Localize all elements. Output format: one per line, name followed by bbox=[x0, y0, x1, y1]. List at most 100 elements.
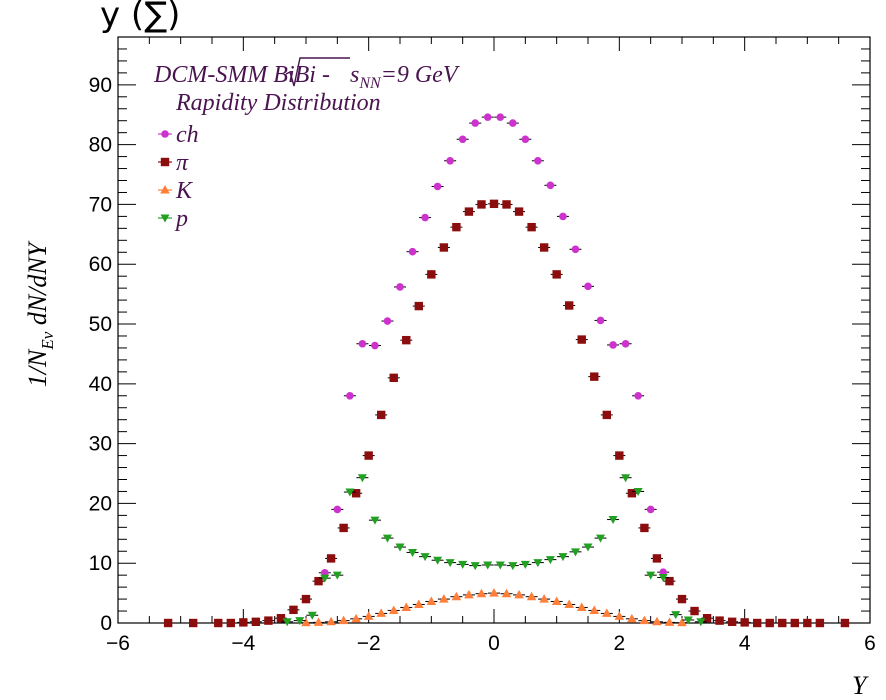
data-point-p bbox=[596, 534, 606, 543]
data-point-ch bbox=[458, 135, 467, 144]
title-sqrt-sub: NN bbox=[358, 75, 382, 92]
data-point-p bbox=[646, 571, 656, 580]
data-point-ch bbox=[383, 317, 392, 325]
title-post: =9 GeV bbox=[381, 62, 460, 88]
legend-marker-p bbox=[160, 214, 170, 223]
legend-label-ch: ch bbox=[176, 122, 199, 148]
sqrt-sign bbox=[285, 57, 350, 87]
data-point-K bbox=[564, 599, 574, 608]
data-point-π bbox=[790, 618, 799, 628]
x-axis-title: Y bbox=[852, 671, 869, 700]
x-tick-label: 6 bbox=[864, 632, 876, 655]
x-tick-label: −2 bbox=[357, 632, 381, 655]
data-point-K bbox=[388, 605, 399, 614]
data-point-ch bbox=[646, 505, 655, 514]
data-point-p bbox=[320, 574, 330, 583]
y-tick-label: 20 bbox=[89, 492, 112, 515]
data-point-π bbox=[452, 222, 461, 232]
data-point-K bbox=[576, 602, 587, 611]
data-point-π bbox=[226, 618, 235, 628]
y-tick-label: 90 bbox=[89, 74, 112, 97]
data-point-K bbox=[313, 617, 324, 626]
x-tick-label: 4 bbox=[739, 632, 751, 655]
y-axis: 0 10 20 30 40 50 60 70 80 90 bbox=[89, 36, 870, 635]
data-point-K bbox=[351, 613, 361, 623]
data-point-p bbox=[357, 474, 367, 483]
data-point-p bbox=[345, 488, 355, 497]
y-tick-label: 60 bbox=[89, 253, 112, 276]
data-point-π bbox=[414, 301, 423, 311]
x-tick-label: 2 bbox=[613, 632, 625, 655]
data-point-ch bbox=[433, 182, 442, 191]
data-point-ch bbox=[621, 339, 630, 348]
data-point-K bbox=[677, 617, 687, 627]
data-point-π bbox=[577, 335, 586, 344]
data-point-π bbox=[615, 451, 624, 460]
data-point-ch bbox=[408, 247, 417, 256]
data-point-p bbox=[470, 562, 480, 571]
data-point-K bbox=[489, 588, 499, 597]
data-point-π bbox=[377, 410, 386, 420]
data-point-π bbox=[514, 207, 524, 216]
legend-marker-π bbox=[160, 157, 170, 167]
data-point-K bbox=[376, 608, 386, 617]
data-point-ch bbox=[571, 245, 580, 254]
data-point-p bbox=[508, 562, 518, 571]
data-point-π bbox=[778, 618, 787, 628]
data-point-ch bbox=[346, 391, 354, 400]
data-point-p bbox=[445, 559, 455, 568]
data-point-π bbox=[740, 618, 749, 627]
data-point-ch bbox=[471, 119, 480, 127]
data-point-π bbox=[527, 222, 536, 232]
data-point-π bbox=[163, 618, 173, 628]
data-point-π bbox=[464, 207, 474, 216]
data-point-p bbox=[370, 516, 380, 525]
data-point-p bbox=[332, 571, 342, 580]
y-tick-label: 30 bbox=[89, 433, 112, 456]
data-point-p bbox=[307, 611, 317, 620]
legend-marker-ch bbox=[161, 130, 169, 138]
title-pre: DCM-SMM BiBi - bbox=[153, 62, 336, 88]
series-ch bbox=[318, 113, 670, 577]
data-point-π bbox=[439, 243, 449, 252]
data-point-π bbox=[677, 594, 687, 604]
y-axis-title: 1/NEv dN/dNY bbox=[23, 240, 57, 387]
data-point-ch bbox=[358, 339, 367, 348]
data-point-p bbox=[658, 574, 668, 583]
data-point-π bbox=[214, 618, 223, 628]
y-tick-label: 70 bbox=[89, 193, 112, 216]
data-point-π bbox=[690, 606, 699, 616]
plot-frame bbox=[117, 36, 871, 624]
data-point-K bbox=[664, 617, 675, 626]
data-point-π bbox=[640, 523, 649, 533]
data-point-p bbox=[608, 516, 618, 525]
legend-label-π: π bbox=[176, 150, 189, 176]
data-point-π bbox=[326, 554, 336, 563]
data-point-K bbox=[614, 611, 625, 620]
data-point-p bbox=[295, 617, 305, 626]
data-point-p bbox=[495, 561, 505, 570]
data-point-K bbox=[639, 615, 650, 625]
data-point-p bbox=[395, 543, 405, 552]
data-point-ch bbox=[371, 341, 379, 350]
data-point-π bbox=[727, 617, 737, 627]
x-tick-label: 0 bbox=[488, 632, 500, 655]
series-p bbox=[281, 474, 707, 627]
data-point-p bbox=[433, 556, 443, 565]
data-point-π bbox=[189, 618, 198, 628]
data-point-ch bbox=[521, 135, 530, 144]
data-point-K bbox=[627, 613, 637, 623]
data-point-ch bbox=[634, 391, 642, 400]
data-point-π bbox=[389, 373, 398, 383]
data-point-K bbox=[363, 611, 374, 620]
data-point-π bbox=[539, 243, 549, 252]
data-point-p bbox=[520, 560, 530, 569]
plot-border bbox=[117, 36, 871, 624]
data-point-π bbox=[602, 410, 611, 420]
data-point-K bbox=[326, 616, 336, 626]
data-point-π bbox=[301, 594, 311, 604]
data-point-ch bbox=[483, 113, 492, 121]
data-point-ch bbox=[534, 156, 542, 165]
